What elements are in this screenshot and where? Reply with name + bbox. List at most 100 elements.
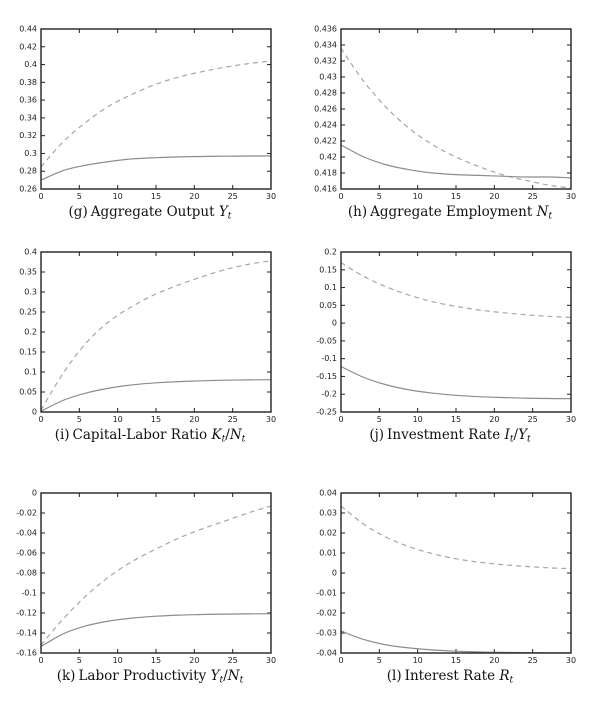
y-tick-label: 0.34	[19, 113, 37, 122]
y-tick-label: 0.15	[319, 265, 337, 274]
x-tick-label: 20	[189, 415, 199, 424]
y-tick-label: 0.01	[319, 549, 337, 558]
x-tick-label: 15	[451, 415, 461, 424]
y-tick-label: 0.426	[314, 105, 337, 114]
x-tick-label: 5	[377, 656, 382, 665]
x-tick-label: 20	[189, 192, 199, 201]
x-tick-label: 0	[338, 415, 343, 424]
x-tick-label: 15	[451, 656, 461, 665]
x-tick-label: 30	[566, 656, 576, 665]
caption-title: Investment Rate	[387, 427, 501, 443]
y-tick-label: -0.2	[321, 390, 337, 399]
caption-index: (j)	[369, 427, 385, 443]
y-tick-label: -0.08	[16, 569, 37, 578]
y-tick-label: 0.43	[319, 73, 337, 82]
line-chart-aggregate-output: 0 5 10 15 20 25 30 0.26 0.28 0.3 0.32 0.34 0.36 0.38 0…	[19, 25, 276, 202]
x-tick-label: 15	[151, 415, 161, 424]
x-tick-label: 15	[451, 192, 461, 201]
series-solid-path	[340, 365, 572, 400]
chart-caption: (l) Interest Rate Rt	[300, 668, 600, 686]
x-tick-label: 0	[338, 656, 343, 665]
x-tick-label: 0	[338, 192, 343, 201]
x-tick-label: 0	[38, 192, 43, 201]
y-tick-label: -0.04	[316, 649, 337, 658]
y-tick-label: 0.3	[24, 288, 37, 297]
chart-caption: (g) Aggregate Output Yt	[0, 204, 300, 222]
y-tick-label: 0	[32, 489, 37, 498]
y-tick-label: 0.38	[19, 78, 37, 87]
chart-caption: (h) Aggregate Employment Nt	[300, 204, 600, 222]
y-tick-label: 0.36	[19, 96, 37, 105]
x-tick-label: 5	[377, 415, 382, 424]
y-tick-label: 0.35	[19, 268, 37, 277]
plot-box	[40, 251, 272, 413]
line-chart-aggregate-employment: 0 5 10 15 20 25 30 0.416 0.418 0.42 0.422 0.424 0.42…	[314, 25, 576, 202]
y-tick-label: 0.44	[19, 25, 37, 34]
x-tick-label: 30	[566, 192, 576, 201]
caption-title: Interest Rate	[404, 668, 496, 684]
x-tick-label: 30	[566, 415, 576, 424]
plot-box	[340, 28, 572, 190]
y-tick-label: -0.06	[16, 549, 37, 558]
series-dashed-path	[340, 505, 572, 570]
caption-math-symbol: Rt	[499, 668, 514, 686]
x-tick-label: 20	[489, 192, 499, 201]
y-tick-label: 0.25	[19, 308, 37, 317]
x-tick-label: 10	[413, 192, 423, 201]
x-tick-label: 20	[489, 656, 499, 665]
caption-math-symbol: It/Yt	[504, 427, 531, 445]
series-solid-path	[40, 155, 272, 181]
panel-aggregate-employment: 0 5 10 15 20 25 30 0.416 0.418 0.42 0.422 0.424 0.42…	[300, 0, 600, 250]
plot-box	[40, 492, 272, 654]
y-tick-label: 0.428	[314, 89, 337, 98]
series-dashed-path	[340, 47, 572, 189]
panel-capital-labor-ratio: 0 5 10 15 20 25 30 0 0.05 0.1 0.15 0.2 0.25 0.3 0.35 0.…	[0, 223, 300, 473]
chart-caption: (k) Labor Productivity Yt/Nt	[0, 668, 300, 686]
y-tick-label: -0.03	[316, 629, 337, 638]
x-tick-label: 20	[189, 656, 199, 665]
panel-investment-rate: 0 5 10 15 20 25 30 -0.25 -0.2 -0.15 -0.1 -0.05 0 0.05…	[300, 223, 600, 473]
x-tick-label: 25	[228, 192, 238, 201]
y-tick-label: 0.4	[24, 248, 37, 257]
plot-box	[340, 251, 572, 413]
chart-caption: (j) Investment Rate It/Yt	[300, 427, 600, 445]
x-tick-label: 20	[489, 415, 499, 424]
x-tick-label: 5	[77, 415, 82, 424]
series-dashed-path	[40, 505, 272, 646]
y-tick-label: -0.02	[16, 509, 37, 518]
y-tick-label: 0.422	[314, 137, 337, 146]
y-tick-label: 0.434	[314, 41, 337, 50]
caption-title: Labor Productivity	[78, 668, 207, 684]
y-tick-label: 0.416	[314, 185, 337, 194]
y-tick-label: 0	[332, 569, 337, 578]
x-tick-label: 25	[228, 656, 238, 665]
x-tick-label: 10	[413, 656, 423, 665]
series-dashed-path	[40, 260, 272, 411]
line-chart-capital-labor-ratio: 0 5 10 15 20 25 30 0 0.05 0.1 0.15 0.2 0.25 0.3 0.35 0.…	[19, 248, 276, 425]
y-tick-label: -0.04	[16, 529, 37, 538]
y-tick-label: -0.25	[316, 408, 337, 417]
y-tick-label: -0.12	[16, 609, 37, 618]
y-tick-label: 0.418	[314, 169, 337, 178]
y-tick-label: 0.4	[24, 60, 37, 69]
x-tick-label: 15	[151, 192, 161, 201]
line-chart-investment-rate: 0 5 10 15 20 25 30 -0.25 -0.2 -0.15 -0.1 -0.05 0 0.05…	[316, 248, 576, 425]
chart-caption: (i) Capital-Labor Ratio Kt/Nt	[0, 427, 300, 445]
caption-math-symbol: Yt/Nt	[210, 668, 244, 686]
caption-math-symbol: Kt/Nt	[211, 427, 246, 445]
caption-math-symbol: Nt	[536, 204, 553, 222]
x-tick-label: 30	[266, 192, 276, 201]
y-tick-label: 0.03	[319, 509, 337, 518]
series-dashed-path	[40, 60, 272, 168]
caption-index: (l)	[386, 668, 402, 684]
panel-labor-productivity: 0 5 10 15 20 25 30 -0.16 -0.14 -0.12 -0.1 -0.08 -0.0…	[0, 464, 300, 714]
y-tick-label: -0.05	[316, 336, 337, 345]
y-tick-label: 0.15	[19, 348, 37, 357]
plot-box	[40, 28, 272, 190]
x-tick-label: 5	[77, 192, 82, 201]
y-tick-label: 0.2	[24, 328, 37, 337]
x-tick-label: 15	[151, 656, 161, 665]
y-tick-label: -0.14	[16, 629, 37, 638]
x-tick-label: 10	[413, 415, 423, 424]
